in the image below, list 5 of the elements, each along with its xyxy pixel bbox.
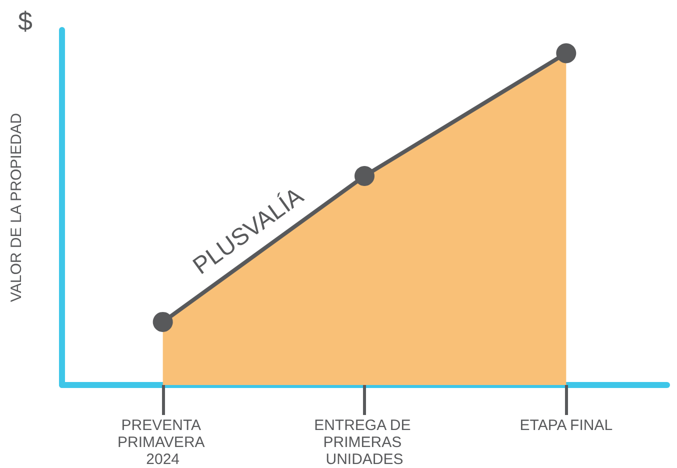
y-axis-title: VALOR DE LA PROPIEDAD	[8, 112, 25, 302]
x-tick-label: ETAPA FINAL	[520, 417, 613, 434]
x-tick-label: PREVENTA PRIMAVERA 2024	[118, 417, 208, 468]
text: $	[18, 6, 33, 36]
x-tick-label: ENTREGA DE PRIMERAS UNIDADES	[314, 417, 415, 468]
